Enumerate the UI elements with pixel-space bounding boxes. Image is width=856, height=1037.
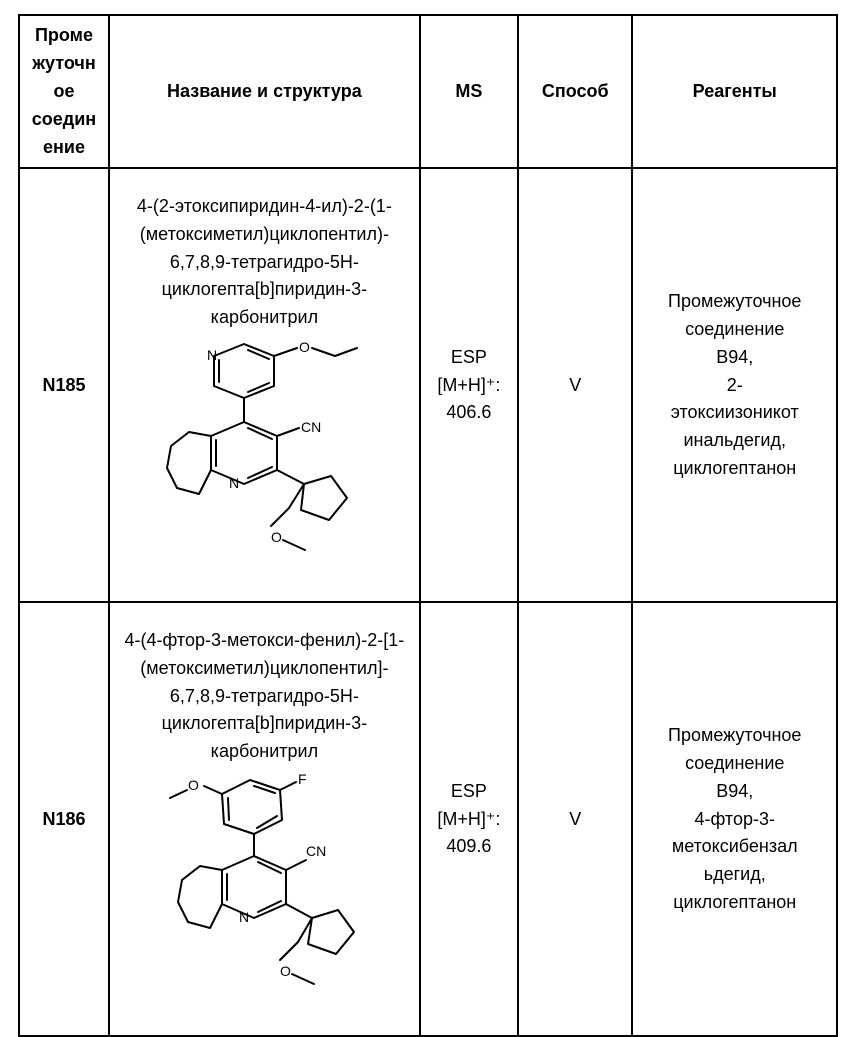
structure-diagram: F O N [154,770,374,1010]
compound-name-cell: 4-(4-фтор-3-метокси-фенил)-2-[1- (метокс… [109,602,420,1036]
compound-name-cell: 4-(2-этоксипиридин-4-ил)-2-(1- (метоксим… [109,168,420,602]
name-line: карбонитрил [211,741,318,761]
svg-text:N: N [239,909,249,925]
ms-cell: ESP [M+H]⁺: 409.6 [420,602,518,1036]
reagent-line: циклогептанон [637,889,832,917]
reagent-line: 4-фтор-3- [637,806,832,834]
name-line: (метоксиметил)циклопентил)- [140,224,389,244]
structure-diagram: N O [149,336,379,576]
reagent-line: Промежуточное [637,722,832,750]
ms-line: [M+H]⁺: [425,806,513,834]
ms-line: 409.6 [425,833,513,861]
compound-id: N185 [19,168,109,602]
reagent-line: этоксиизоникот [637,399,832,427]
col-header-name: Название и структура [109,15,420,168]
name-line: (метоксиметил)циклопентил]- [140,658,388,678]
method-cell: V [518,168,633,602]
reagent-line: соединение [637,750,832,778]
table-row: N186 4-(4-фтор-3-метокси-фенил)-2-[1- (м… [19,602,837,1036]
reagent-line: циклогептанон [637,455,832,483]
reagent-line: инальдегид, [637,427,832,455]
reagent-line: B94, [637,778,832,806]
svg-text:O: O [271,529,282,545]
svg-text:N: N [207,347,217,363]
compound-name: 4-(4-фтор-3-метокси-фенил)-2-[1- (метокс… [114,627,415,766]
reagents-cell: Промежуточное соединение B94, 4-фтор-3- … [632,602,837,1036]
ms-line: [M+H]⁺: [425,372,513,400]
name-line: 4-(2-этоксипиридин-4-ил)-2-(1- [137,196,392,216]
name-line: карбонитрил [211,307,318,327]
svg-text:F: F [298,771,307,787]
ms-line: ESP [425,778,513,806]
svg-text:N: N [229,475,239,491]
ms-cell: ESP [M+H]⁺: 406.6 [420,168,518,602]
svg-text:CN: CN [301,419,321,435]
name-line: циклогепта[b]пиридин-3- [162,279,368,299]
compound-name: 4-(2-этоксипиридин-4-ил)-2-(1- (метоксим… [114,193,415,332]
ms-line: 406.6 [425,399,513,427]
col-header-ms: MS [420,15,518,168]
reagent-line: 2- [637,372,832,400]
reagent-line: метоксибензал [637,833,832,861]
name-line: 6,7,8,9-тетрагидро-5H- [170,686,359,706]
method-cell: V [518,602,633,1036]
name-line: 4-(4-фтор-3-метокси-фенил)-2-[1- [125,630,405,650]
compound-id: N186 [19,602,109,1036]
ms-line: ESP [425,344,513,372]
svg-text:O: O [188,777,199,793]
col-header-id: Проме жуточн ое соедин ение [19,15,109,168]
compounds-table: Проме жуточн ое соедин ение Название и с… [18,14,838,1037]
svg-text:O: O [280,963,291,979]
reagent-line: Промежуточное [637,288,832,316]
reagent-line: ьдегид, [637,861,832,889]
col-header-reagents: Реагенты [632,15,837,168]
reagent-line: соединение [637,316,832,344]
svg-text:CN: CN [306,843,326,859]
name-line: циклогепта[b]пиридин-3- [162,713,368,733]
page: Проме жуточн ое соедин ение Название и с… [0,0,856,1000]
reagent-line: B94, [637,344,832,372]
svg-text:O: O [299,339,310,355]
col-header-method: Способ [518,15,633,168]
reagents-cell: Промежуточное соединение B94, 2- этоксии… [632,168,837,602]
table-header-row: Проме жуточн ое соедин ение Название и с… [19,15,837,168]
name-line: 6,7,8,9-тетрагидро-5H- [170,252,359,272]
table-row: N185 4-(2-этоксипиридин-4-ил)-2-(1- (мет… [19,168,837,602]
